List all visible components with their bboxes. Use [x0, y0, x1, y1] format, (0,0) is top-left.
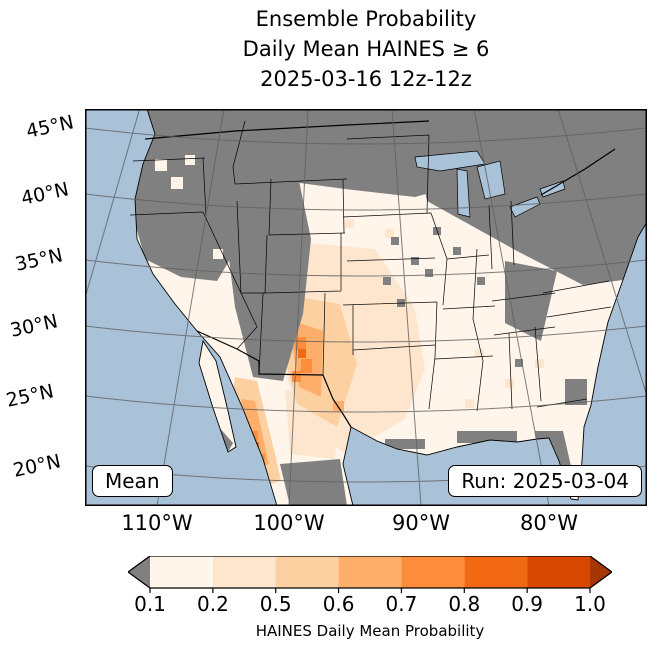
lat-tick-40n: 40°N — [19, 178, 71, 210]
colorbar-segment-2 — [212, 556, 276, 588]
colorbar-segment-3 — [275, 556, 339, 588]
lat-tick-30n: 30°N — [8, 310, 60, 342]
mean-stat-box: Mean — [92, 465, 173, 497]
lat-tick-25n: 25°N — [4, 380, 56, 412]
cb-tick-1-0: 1.0 — [574, 592, 606, 616]
title-line-3: 2025-03-16 12z-12z — [260, 67, 472, 91]
colorbar-svg — [128, 556, 612, 593]
lat-tick-20n: 20°N — [11, 450, 63, 482]
colorbar-tick-labels: 0.1 0.2 0.5 0.6 0.7 0.8 0.9 1.0 — [128, 592, 612, 616]
lon-tick-80w: 80°W — [520, 511, 578, 535]
cb-tick-0-6: 0.6 — [322, 592, 355, 616]
lon-tick-100w: 100°W — [253, 511, 325, 535]
lat-tick-35n: 35°N — [13, 244, 65, 276]
cb-tick-0-2: 0.2 — [196, 592, 229, 616]
map-frame — [85, 109, 647, 506]
title-line-2: Daily Mean HAINES ≥ 6 — [242, 37, 490, 61]
pale-cells-layer — [155, 155, 223, 259]
graticule — [85, 109, 647, 506]
map-panel: Mean Run: 2025-03-04 — [85, 109, 647, 506]
colorbar-segment-4 — [338, 556, 402, 588]
cb-tick-0-8: 0.8 — [448, 592, 481, 616]
colorbar-segment-6 — [464, 556, 528, 588]
cb-tick-0-1: 0.1 — [134, 592, 166, 616]
lon-tick-110w: 110°W — [121, 511, 193, 535]
great-lakes-layer — [414, 150, 566, 218]
colorbar — [128, 556, 612, 593]
colorbar-segment-7 — [527, 556, 590, 588]
title-line-1: Ensemble Probability — [255, 7, 477, 31]
cb-tick-0-9: 0.9 — [511, 592, 543, 616]
cb-tick-0-5: 0.5 — [259, 592, 292, 616]
colorbar-under-arrow — [128, 556, 150, 588]
map-svg — [85, 109, 647, 506]
colorbar-tickmarks — [149, 588, 591, 593]
colorbar-over-arrow — [590, 556, 612, 588]
masked-gray-layer — [135, 109, 647, 506]
colorbar-segment-5 — [401, 556, 465, 588]
colorbar-segment-1 — [150, 556, 213, 588]
state-borders — [129, 120, 612, 412]
run-date-box: Run: 2025-03-04 — [448, 465, 642, 497]
cb-tick-0-7: 0.7 — [385, 592, 418, 616]
coastline-layer — [134, 109, 647, 506]
lon-tick-90w: 90°W — [392, 511, 450, 535]
lat-tick-45n: 45°N — [24, 111, 76, 143]
figure-title: Ensemble Probability Daily Mean HAINES ≥… — [85, 4, 647, 94]
colorbar-label: HAINES Daily Mean Probability — [255, 622, 485, 640]
